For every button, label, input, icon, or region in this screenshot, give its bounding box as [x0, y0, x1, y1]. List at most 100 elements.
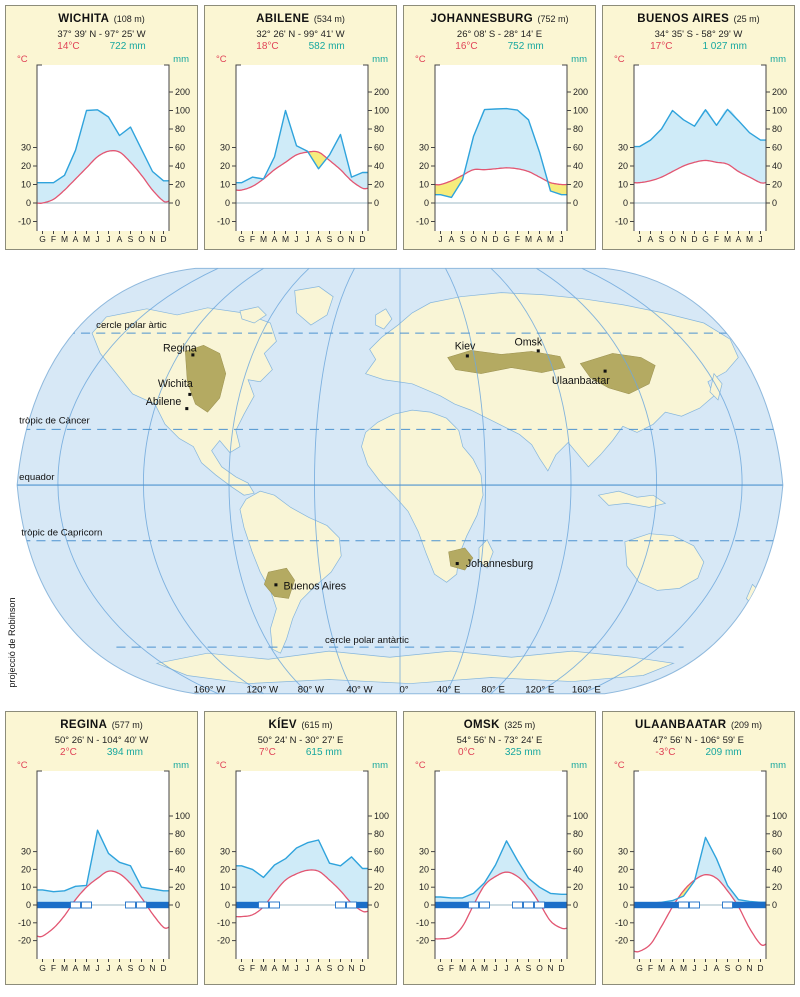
- svg-text:Ulaanbaatar: Ulaanbaatar: [552, 375, 610, 387]
- svg-text:-10: -10: [216, 216, 229, 226]
- month-label: A: [735, 234, 741, 244]
- svg-text:0: 0: [423, 900, 428, 910]
- temp-unit-label: °C: [216, 54, 227, 65]
- svg-text:40° E: 40° E: [437, 685, 461, 696]
- temp-axis: [235, 770, 241, 959]
- label-antarctic-circle: cercle polar antàrtic: [325, 635, 409, 646]
- temperature-curve: [633, 159, 766, 184]
- svg-text:40: 40: [175, 161, 185, 171]
- antarctica: [155, 650, 675, 684]
- month-label: A: [116, 963, 122, 973]
- month-label: S: [326, 234, 332, 244]
- probable-frost-bar: [467, 901, 479, 909]
- temperature-curve: [235, 868, 368, 918]
- temp-unit-label: °C: [415, 760, 426, 771]
- precip-axis: [561, 64, 567, 231]
- month-label: J: [559, 234, 563, 244]
- frost-bar: [754, 901, 766, 908]
- month-label: M: [546, 234, 553, 244]
- arctic-islands: [239, 306, 267, 324]
- station-coordinates: 47° 56' N - 106° 59' E: [653, 734, 744, 746]
- month-label: A: [271, 963, 277, 973]
- month-label: A: [315, 963, 321, 973]
- svg-text:60: 60: [175, 142, 185, 152]
- british-isles: [375, 308, 393, 330]
- svg-text:100: 100: [175, 105, 190, 115]
- map-city-regina: Regina: [163, 342, 197, 357]
- station-annual-precipitation: 615 mm: [305, 746, 342, 758]
- svg-text:20: 20: [20, 161, 30, 171]
- svg-text:-20: -20: [216, 935, 229, 945]
- svg-text:20: 20: [418, 161, 428, 171]
- probable-frost-bar: [135, 901, 147, 909]
- station-name: ULAANBAATAR: [635, 718, 727, 731]
- svg-text:0: 0: [772, 900, 777, 910]
- map-city-johannesburg: Johannesburg: [455, 558, 533, 570]
- svg-text:10: 10: [20, 882, 30, 892]
- temp-axis: [36, 770, 42, 959]
- svg-text:0: 0: [25, 198, 30, 208]
- label-arctic-circle: cercle polar àrtic: [96, 320, 167, 331]
- month-label: M: [259, 963, 266, 973]
- month-label: A: [72, 963, 78, 973]
- svg-text:10: 10: [617, 882, 627, 892]
- frost-bar: [743, 901, 755, 908]
- probable-frost-bar: [345, 901, 357, 909]
- month-label: N: [348, 234, 354, 244]
- probable-frost-bar: [533, 901, 545, 909]
- station-name: REGINA: [60, 718, 108, 731]
- svg-text:200: 200: [573, 87, 588, 97]
- month-label: A: [315, 234, 321, 244]
- svg-text:100: 100: [772, 811, 787, 821]
- australia: [624, 533, 705, 591]
- temp-unit-label: °C: [415, 54, 426, 65]
- frost-bar: [146, 901, 158, 908]
- svg-text:80: 80: [374, 829, 384, 839]
- svg-text:-20: -20: [17, 935, 30, 945]
- svg-text:Abilene: Abilene: [146, 396, 182, 408]
- wet-season-area: [235, 839, 368, 905]
- probable-frost-bar: [478, 901, 490, 909]
- month-label: M: [458, 963, 465, 973]
- svg-text:0: 0: [224, 198, 229, 208]
- svg-text:160° W: 160° W: [194, 685, 227, 696]
- steppe-regions: [185, 344, 656, 599]
- precip-unit-label: mm: [173, 54, 189, 65]
- month-label: G: [238, 234, 245, 244]
- month-label: F: [448, 963, 453, 973]
- month-label: M: [60, 234, 67, 244]
- svg-text:0: 0: [224, 900, 229, 910]
- svg-text:20: 20: [617, 161, 627, 171]
- precipitation-curve: [36, 829, 169, 893]
- svg-text:0: 0: [573, 198, 578, 208]
- svg-text:60: 60: [573, 142, 583, 152]
- precip-unit-label: mm: [770, 54, 786, 65]
- svg-text:80: 80: [573, 829, 583, 839]
- month-label: G: [238, 963, 245, 973]
- svg-text:-20: -20: [614, 935, 627, 945]
- temperature-curve: [235, 150, 368, 191]
- steppe-eurasia-west: [447, 349, 566, 374]
- month-label: M: [679, 963, 686, 973]
- svg-text:Buenos Aires: Buenos Aires: [284, 580, 347, 592]
- svg-text:10: 10: [219, 882, 229, 892]
- svg-text:40: 40: [175, 864, 185, 874]
- svg-text:0°: 0°: [399, 685, 408, 696]
- precip-axis: [760, 770, 766, 959]
- month-label: F: [713, 234, 718, 244]
- station-mean-temperature: 17°C: [650, 41, 673, 53]
- month-label: O: [735, 963, 742, 973]
- precip-axis: [362, 770, 368, 959]
- svg-text:0: 0: [622, 900, 627, 910]
- svg-text:-10: -10: [415, 216, 428, 226]
- station-annual-precipitation: 394 mm: [106, 746, 143, 758]
- precipitation-curve: [235, 839, 368, 878]
- svg-text:20: 20: [20, 864, 30, 874]
- svg-text:100: 100: [573, 811, 588, 821]
- svg-text:Kiev: Kiev: [455, 340, 476, 352]
- precip-unit-label: mm: [571, 54, 587, 65]
- month-label: G: [39, 963, 46, 973]
- precip-axis: [561, 770, 567, 959]
- svg-text:80: 80: [374, 124, 384, 134]
